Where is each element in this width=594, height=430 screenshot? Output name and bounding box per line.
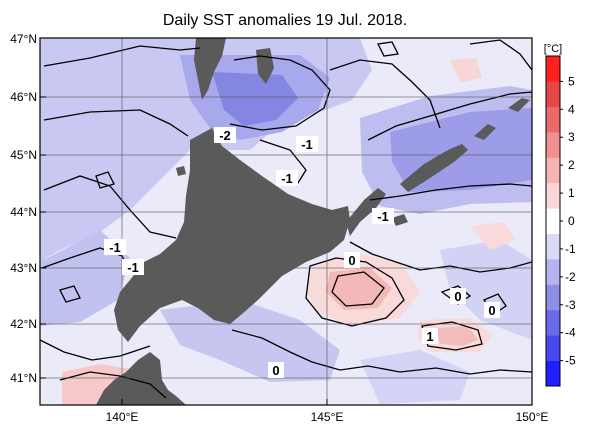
contour-line — [59, 285, 81, 303]
colorbar-tick-label: -2 — [565, 270, 576, 284]
longitude-labels: 140°E 145°E 150°E — [106, 410, 549, 424]
anomaly-patch — [160, 300, 340, 382]
lat-label-46n: 46°N — [10, 90, 37, 104]
colorbar-cell — [546, 233, 560, 260]
colorbar-cell — [546, 309, 560, 336]
iturup-island — [400, 144, 468, 192]
colorbar-tick-label: 2 — [568, 158, 575, 172]
colorbar-tick-label: 0 — [568, 214, 575, 228]
colorbar-tick-label: 3 — [568, 130, 575, 144]
contour-line — [59, 371, 167, 399]
map-tick-marks — [40, 96, 533, 405]
colorbar-tick-labels: 5 4 3 2 1 0 -1 -2 -3 -4 -5 — [560, 74, 576, 368]
hokkaido-landmass — [114, 128, 350, 342]
anomaly-patch — [360, 350, 470, 404]
latitude-labels: 47°N 46°N 45°N 44°N 43°N 42°N 41°N — [10, 32, 37, 385]
colorbar-cell — [546, 56, 560, 82]
anomaly-patch — [212, 72, 298, 126]
contour-labels: -2 -1 -1 -1 -1 -1 0 0 0 1 0 — [104, 127, 500, 378]
lon-label-150e: 150°E — [516, 410, 549, 424]
lat-label-43n: 43°N — [10, 261, 37, 275]
contour-label: 0 — [454, 289, 461, 304]
colorbar-cell — [546, 132, 560, 158]
shikotan-island — [392, 214, 408, 226]
colorbar-unit: [°C] — [544, 43, 562, 55]
lon-label-145e: 145°E — [311, 410, 344, 424]
colorbar-tick-label: -5 — [565, 354, 576, 368]
sakhalin-landmass — [194, 38, 226, 100]
contour-line — [329, 59, 441, 129]
map-frame — [39, 37, 533, 406]
colorbar-cell — [546, 182, 560, 209]
contour-line — [377, 41, 399, 57]
colorbar-tick-label: 1 — [568, 186, 575, 200]
contour-label: 0 — [272, 363, 279, 378]
contour-label: 0 — [348, 253, 355, 268]
contour-line — [43, 109, 189, 137]
contour-label: -2 — [219, 128, 231, 143]
contour-line — [331, 271, 385, 307]
simushir-island — [508, 98, 530, 112]
contour-line — [95, 171, 115, 189]
contour-line — [367, 91, 532, 141]
contour-label: -1 — [127, 260, 139, 275]
colorbar-tick-label: 4 — [568, 102, 575, 116]
contour-line — [259, 139, 307, 187]
colorbar-tick-label: -3 — [565, 298, 576, 312]
colorbar-cell — [546, 81, 560, 108]
contour-label: 1 — [426, 329, 433, 344]
colorbar-cell — [546, 259, 560, 285]
lon-label-140e: 140°E — [106, 410, 139, 424]
contour-line — [421, 321, 483, 351]
rishiri-island — [176, 166, 186, 176]
contour-line — [43, 175, 177, 239]
lat-label-45n: 45°N — [10, 148, 37, 162]
contour-label: -1 — [109, 240, 121, 255]
anomaly-patch — [436, 326, 478, 346]
colorbar-cell — [546, 284, 560, 311]
colorbar-cell — [546, 157, 560, 184]
lat-label-47n: 47°N — [10, 32, 37, 46]
anomaly-patch — [440, 240, 532, 340]
contour-label: -1 — [377, 209, 389, 224]
figure-title: Daily SST anomalies 19 Jul. 2018. — [163, 12, 407, 29]
urup-island — [474, 124, 496, 140]
colorbar-tick-label: -4 — [565, 326, 576, 340]
colorbar-cell — [546, 360, 560, 387]
colorbar-tick-label: 5 — [568, 74, 575, 88]
lat-label-41n: 41°N — [10, 371, 37, 385]
contour-line — [43, 45, 201, 67]
colorbar-tick-label: -1 — [565, 242, 576, 256]
colorbar-cell — [546, 335, 560, 361]
contour-label: 0 — [488, 303, 495, 318]
contour-line — [231, 329, 532, 375]
colorbar-cell — [546, 208, 560, 234]
colorbar-cells — [546, 56, 560, 387]
lat-label-44n: 44°N — [10, 205, 37, 219]
lat-label-42n: 42°N — [10, 317, 37, 331]
anomaly-patch — [450, 58, 482, 82]
contour-label: -1 — [301, 137, 313, 152]
contour-label: -1 — [281, 171, 293, 186]
contour-line — [40, 339, 151, 361]
map-panel: -2 -1 -1 -1 -1 -1 0 0 0 1 0 — [40, 38, 532, 405]
honshu-landmass — [96, 352, 186, 405]
colorbar: [°C] 5 4 3 2 1 0 -1 -2 -3 -4 -5 — [544, 43, 576, 387]
contour-line — [229, 55, 331, 131]
contour-line — [369, 183, 532, 201]
anomaly-patch — [470, 222, 515, 250]
colorbar-cell — [546, 106, 560, 133]
contour-line — [469, 39, 532, 71]
